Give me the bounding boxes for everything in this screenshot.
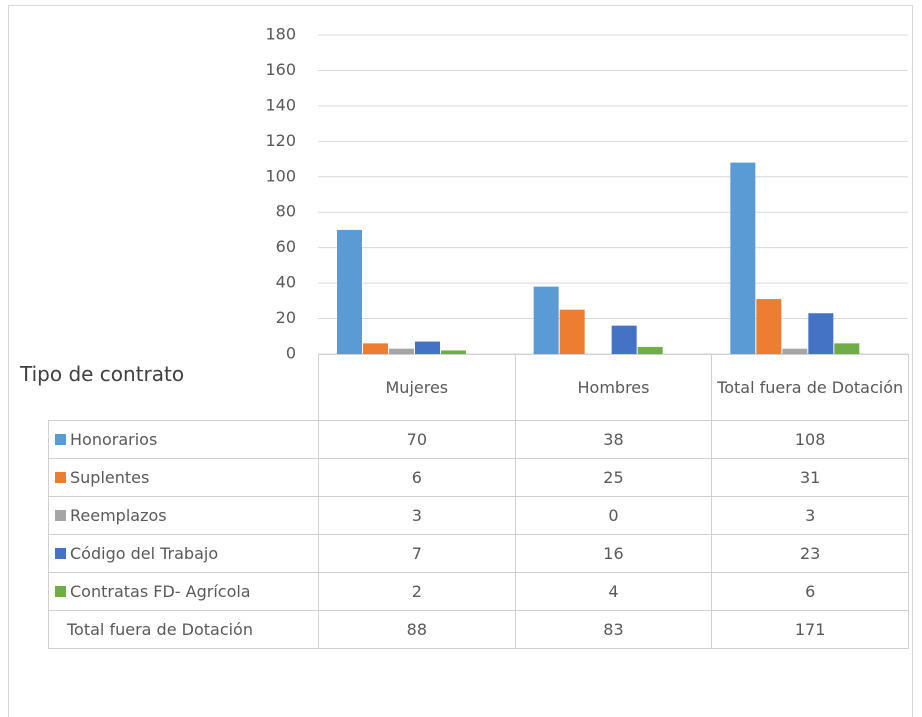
legend-key [55, 510, 66, 521]
bar [808, 313, 834, 354]
y-tick-label: 0 [286, 344, 296, 363]
table-value: 108 [711, 420, 909, 459]
bar [337, 229, 362, 354]
bar [611, 325, 637, 354]
table-value: 171 [711, 610, 909, 649]
y-tick-label: 120 [265, 131, 296, 150]
legend-key [55, 548, 66, 559]
row-label: Honorarios [48, 420, 319, 459]
bar [559, 309, 585, 354]
row-label: Suplentes [48, 458, 319, 497]
table-value: 4 [514, 572, 713, 611]
bar [389, 348, 414, 354]
row-label: Reemplazos [48, 496, 319, 535]
row-name: Contratas FD- Agrícola [70, 581, 251, 601]
bar [756, 299, 782, 354]
table-value: 7 [318, 534, 516, 573]
table-value: 3 [711, 496, 909, 535]
table-value: 70 [318, 420, 516, 459]
y-tick-label: 180 [265, 25, 296, 44]
bar [415, 341, 440, 354]
row-label: Total fuera de Dotación [48, 610, 319, 649]
bar [782, 348, 808, 354]
table-value: 31 [711, 458, 909, 497]
table-value: 16 [514, 534, 713, 573]
bar [441, 350, 466, 354]
category-header: Hombres [514, 354, 713, 421]
y-tick-label: 80 [276, 202, 296, 221]
legend-key [55, 434, 66, 445]
table-value: 25 [514, 458, 713, 497]
table-header: Tipo de contrato [20, 362, 185, 386]
bar [533, 286, 559, 354]
chart-border [8, 5, 913, 717]
bar [637, 346, 663, 354]
legend-key [55, 586, 66, 597]
row-name: Honorarios [70, 429, 158, 449]
row-label: Código del Trabajo [48, 534, 319, 573]
category-header: Total fuera de Dotación [711, 354, 909, 421]
bar [730, 162, 756, 354]
y-tick-label: 20 [276, 308, 296, 327]
bar [834, 343, 860, 354]
table-value: 83 [514, 610, 713, 649]
table-value: 6 [711, 572, 909, 611]
y-tick-label: 100 [265, 166, 296, 185]
table-value: 6 [318, 458, 516, 497]
table-value: 3 [318, 496, 516, 535]
bar [363, 343, 388, 354]
table-value: 38 [514, 420, 713, 459]
table-value: 2 [318, 572, 516, 611]
row-name: Reemplazos [70, 505, 167, 525]
table-value: 88 [318, 610, 516, 649]
category-header: Mujeres [318, 354, 516, 421]
row-name: Código del Trabajo [70, 543, 219, 563]
y-tick-label: 160 [265, 60, 296, 79]
row-label: Contratas FD- Agrícola [48, 572, 319, 611]
y-tick-label: 140 [265, 95, 296, 114]
row-name: Total fuera de Dotación [67, 619, 253, 639]
table-value: 0 [514, 496, 713, 535]
row-name: Suplentes [70, 467, 150, 487]
legend-key [55, 472, 66, 483]
table-value: 23 [711, 534, 909, 573]
y-tick-label: 60 [276, 237, 296, 256]
y-tick-label: 40 [276, 273, 296, 292]
